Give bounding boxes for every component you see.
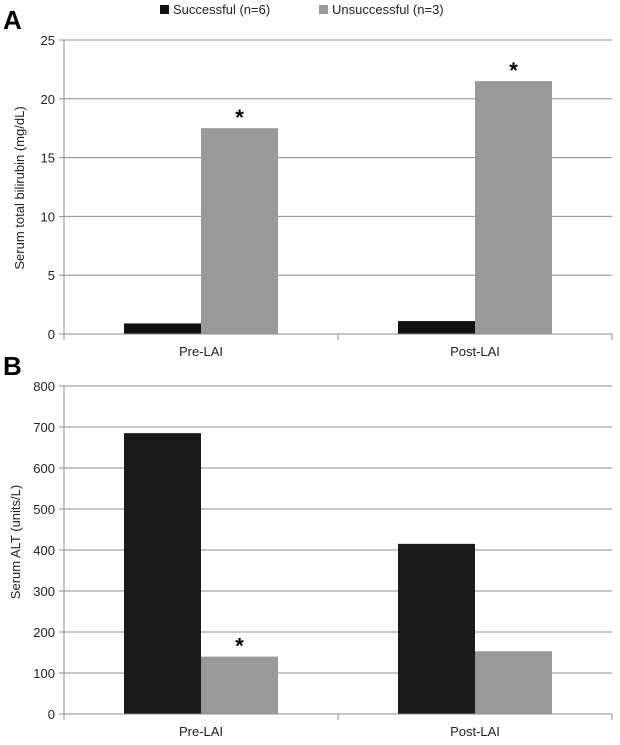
panel-b-y-tick-label: 600 (33, 461, 55, 476)
panel-a-letter: A (3, 5, 22, 35)
panel-b-bar-post-lai-successful-n-6 (398, 543, 475, 714)
panel-a-y-tick-label: 15 (41, 151, 55, 166)
panel-a-y-tick-label: 20 (41, 92, 55, 107)
panel-a-y-tick-label: 5 (48, 268, 55, 283)
panel-b-bar-post-lai-unsuccessful-n-3 (475, 651, 552, 714)
panel-b-y-tick-label: 0 (48, 707, 55, 722)
panel-a-bar-post-lai-successful-n-6 (398, 321, 475, 334)
panel-b-y-tick-label: 700 (33, 420, 55, 435)
panel-b-y-axis-title: Serum ALT (units/L) (8, 485, 23, 599)
legend-swatch-successful (160, 5, 169, 14)
legend-label-successful: Successful (n=6) (173, 2, 270, 17)
panel-b-y-tick-label: 200 (33, 625, 55, 640)
panel-a-bar-pre-lai-successful-n-6 (124, 323, 201, 334)
panel-b-y-tick-label: 300 (33, 584, 55, 599)
panel-a-y-tick-label: 0 (48, 327, 55, 342)
panel-b-y-tick-label: 400 (33, 543, 55, 558)
panel-b-bar-pre-lai-unsuccessful-n-3 (201, 656, 278, 714)
panel-a-y-tick-label: 10 (41, 209, 55, 224)
panel-a-y-tick-label: 25 (41, 33, 55, 48)
panel-a-y-axis-title: Serum total bilirubin (mg/dL) (12, 106, 27, 269)
panel-b-plot: 0 100 200 300 400 500 600 700 800 Pre-LAI Post-LAI… (33, 379, 613, 739)
panel-a-significance-star: * (235, 105, 244, 130)
panel-a-plot: 0 5 10 15 20 25 Pre-LAI Post-LAI * * (41, 33, 613, 359)
panel-a-bar-pre-lai-unsuccessful-n-3 (201, 128, 278, 334)
panel-b-bar-pre-lai-successful-n-6 (124, 433, 201, 714)
legend-label-unsuccessful: Unsuccessful (n=3) (332, 2, 444, 17)
legend-swatch-unsuccessful (319, 5, 328, 14)
panel-b-y-tick-label: 800 (33, 379, 55, 394)
panel-a-x-tick-label-post-lai: Post-LAI (450, 344, 500, 359)
panel-a-x-tick-label-pre-lai: Pre-LAI (179, 344, 223, 359)
panel-b-x-tick-label-post-lai: Post-LAI (450, 724, 500, 739)
panel-b-significance-star: * (235, 634, 244, 659)
panel-b-y-tick-label: 100 (33, 666, 55, 681)
panel-a-significance-star: * (509, 58, 518, 83)
panel-b-letter: B (3, 351, 22, 381)
panel-b-x-tick-label-pre-lai: Pre-LAI (179, 724, 223, 739)
panel-b-y-tick-label: 500 (33, 502, 55, 517)
panel-a-bar-post-lai-unsuccessful-n-3 (475, 81, 552, 334)
legend: Successful (n=6) Unsuccessful (n=3) (160, 2, 444, 17)
